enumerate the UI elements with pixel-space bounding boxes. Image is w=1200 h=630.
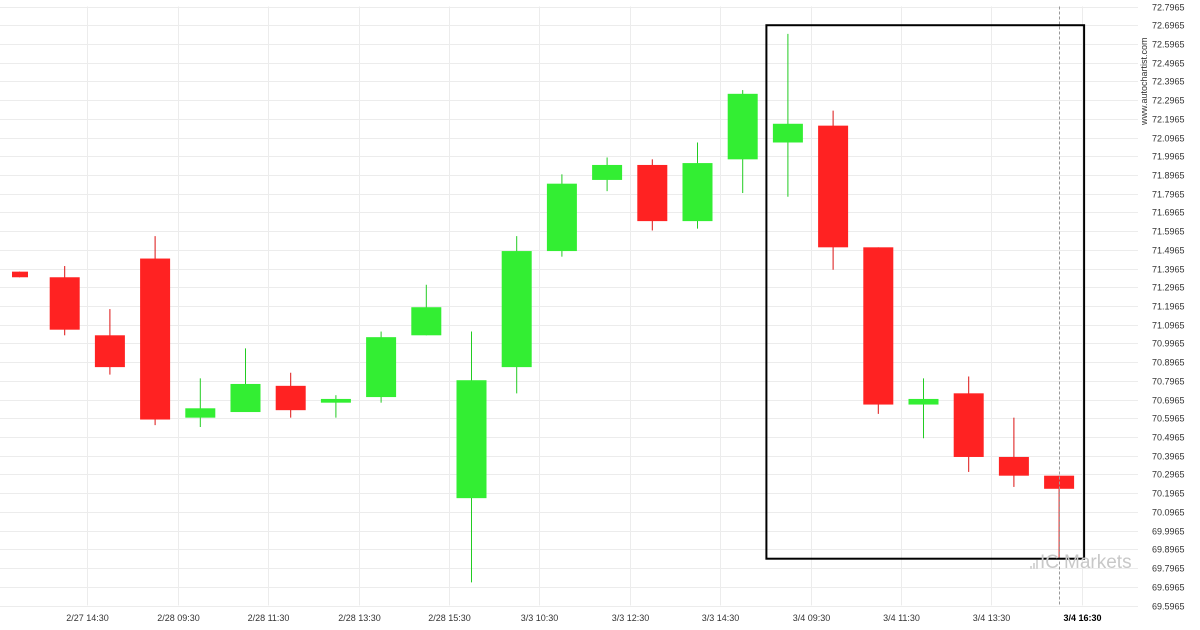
candle-body-up [411, 307, 441, 335]
y-tick-label: 71.6965 [1152, 208, 1185, 218]
y-tick-label: 72.0965 [1152, 134, 1185, 144]
logo-bar-icon [1030, 566, 1032, 569]
site-watermark: www.autochartist.com [1139, 37, 1149, 126]
y-tick-label: 70.7965 [1152, 377, 1185, 387]
candle-body-up [683, 163, 713, 221]
candle-body-down [954, 393, 984, 457]
candle [366, 332, 396, 403]
y-tick-label: 70.8965 [1152, 358, 1185, 368]
y-tick-label: 69.7965 [1152, 564, 1185, 574]
candle [637, 159, 667, 230]
candle-body-up [592, 165, 622, 180]
logo-bar-icon [1033, 563, 1035, 569]
y-tick-label: 71.0965 [1152, 321, 1185, 331]
candle-body-up [457, 380, 487, 498]
candle-body-up [547, 184, 577, 251]
candle-body-down [50, 277, 80, 329]
y-tick-label: 70.0965 [1152, 508, 1185, 518]
y-tick-label: 72.1965 [1152, 115, 1185, 125]
y-tick-label: 70.4965 [1152, 433, 1185, 443]
y-tick-label: 70.5965 [1152, 414, 1185, 424]
x-tick-label: 2/27 14:30 [66, 613, 109, 623]
x-tick-label: 3/3 12:30 [612, 613, 650, 623]
candle-body-down [999, 457, 1029, 476]
candle-body-up [185, 408, 215, 417]
y-tick-label: 69.8965 [1152, 545, 1185, 555]
y-tick-label: 69.6965 [1152, 583, 1185, 593]
y-tick-label: 70.2965 [1152, 470, 1185, 480]
logo-name: Markets [1064, 552, 1132, 573]
candle-body-down [95, 335, 125, 367]
candle [547, 174, 577, 256]
candle-body-down [818, 126, 848, 248]
x-tick-label: 3/4 11:30 [883, 613, 920, 623]
candle [863, 247, 893, 414]
x-tick-label: 3/3 14:30 [702, 613, 740, 623]
y-tick-label: 69.9965 [1152, 527, 1185, 537]
x-tick-label: 2/28 09:30 [157, 613, 200, 623]
brand-logo: IC Markets [1030, 552, 1132, 573]
x-tick-label: 3/3 10:30 [521, 613, 559, 623]
y-tick-label: 71.2965 [1152, 283, 1185, 293]
candle-body-down [276, 386, 306, 410]
x-tick-label: 3/4 16:30 [1063, 613, 1101, 623]
candle-body-up [231, 384, 261, 412]
candle-body-up [321, 399, 351, 403]
candle-body-up [909, 399, 939, 405]
candle-body-down [12, 272, 28, 278]
logo-prefix: IC [1040, 552, 1059, 573]
y-tick-label: 70.9965 [1152, 339, 1185, 349]
y-tick-label: 71.3965 [1152, 265, 1185, 275]
candle-body-up [728, 94, 758, 160]
x-tick-label: 2/28 11:30 [248, 613, 290, 623]
y-tick-label: 72.2965 [1152, 96, 1185, 106]
y-tick-label: 72.4965 [1152, 59, 1185, 69]
y-tick-label: 71.4965 [1152, 246, 1185, 256]
y-tick-label: 71.8965 [1152, 171, 1185, 181]
y-tick-label: 72.5965 [1152, 40, 1185, 50]
x-tick-label: 2/28 13:30 [338, 613, 381, 623]
y-tick-label: 71.5965 [1152, 227, 1185, 237]
y-tick-label: 71.9965 [1152, 152, 1185, 162]
candle-body-up [773, 124, 803, 143]
candle-body-down [140, 259, 170, 420]
candle-body-up [502, 251, 532, 367]
y-tick-label: 70.3965 [1152, 452, 1185, 462]
y-tick-label: 70.1965 [1152, 489, 1185, 499]
y-tick-label: 71.1965 [1152, 302, 1185, 312]
x-tick-label: 3/4 13:30 [973, 613, 1011, 623]
y-tick-label: 70.6965 [1152, 396, 1185, 406]
candle [818, 111, 848, 270]
candle-body-up [366, 337, 396, 397]
candle [140, 236, 170, 425]
y-tick-label: 72.6965 [1152, 21, 1185, 31]
candle [12, 272, 28, 278]
x-tick-label: 2/28 15:30 [428, 613, 471, 623]
y-tick-label: 69.5965 [1152, 602, 1185, 612]
logo-bar-icon [1036, 560, 1038, 569]
candle-body-down [863, 247, 893, 404]
x-tick-label: 3/4 09:30 [793, 613, 831, 623]
y-tick-label: 71.7965 [1152, 190, 1185, 200]
y-tick-label: 72.3965 [1152, 77, 1185, 87]
y-tick-label: 72.7965 [1152, 3, 1185, 13]
candle-body-down [637, 165, 667, 221]
